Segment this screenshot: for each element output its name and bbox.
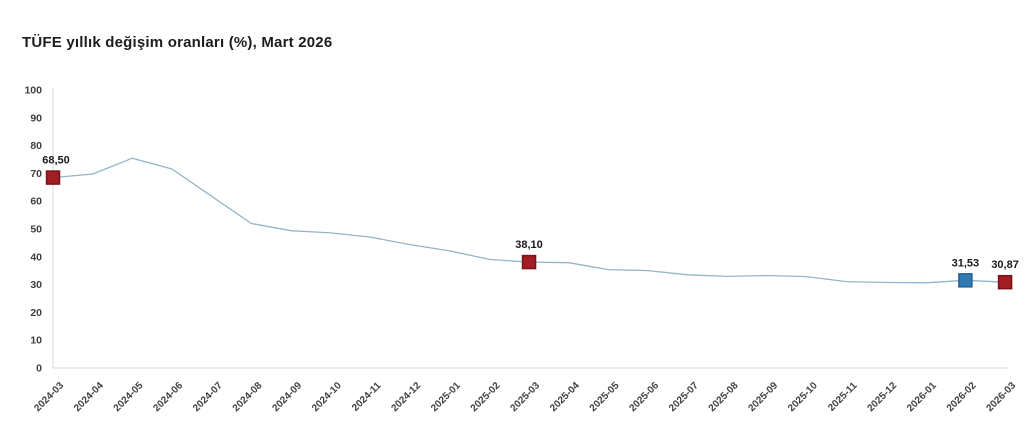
x-axis-tick-label: 2024-12 (389, 380, 423, 414)
data-marker-2026-02[interactable] (958, 273, 973, 288)
x-axis-tick-label: 2026-03 (984, 380, 1018, 414)
x-axis-tick-label: 2025-05 (588, 380, 622, 414)
data-point-label-2025-03: 38,10 (515, 239, 543, 251)
y-axis-tick-label: 80 (30, 140, 42, 152)
x-axis-tick-label: 2026-01 (905, 380, 939, 414)
data-marker-2025-03[interactable] (521, 254, 537, 270)
x-axis-tick-label: 2025-03 (508, 380, 542, 414)
data-marker-2026-03[interactable] (997, 274, 1013, 290)
x-axis-tick-label: 2025-01 (429, 380, 463, 414)
x-axis-tick-label: 2025-07 (667, 380, 701, 414)
x-axis-tick-label: 2024-06 (151, 380, 185, 414)
x-axis-tick-label: 2025-09 (746, 380, 780, 414)
x-axis-tick-label: 2025-12 (865, 380, 899, 414)
chart-title: TÜFE yıllık değişim oranları (%), Mart 2… (22, 34, 333, 51)
x-axis-tick-label: 2025-04 (548, 380, 582, 414)
x-axis-tick-label: 2024-11 (350, 380, 384, 414)
data-point-label-2026-02: 31,53 (952, 257, 980, 269)
data-marker-2024-03[interactable] (45, 170, 61, 185)
x-axis-tick-label: 2025-08 (707, 380, 741, 414)
y-axis-tick-label: 30 (30, 279, 42, 291)
y-axis-tick-label: 40 (30, 251, 42, 263)
x-axis-tick-label: 2025-11 (826, 380, 860, 414)
x-axis-tick-label: 2024-10 (310, 380, 344, 414)
data-point-label-2024-03: 68,50 (42, 155, 70, 167)
x-axis-tick-label: 2024-07 (191, 380, 225, 414)
x-axis-tick-label: 2025-06 (627, 380, 661, 414)
x-axis-tick-label: 2024-05 (112, 380, 146, 414)
y-axis-tick-label: 0 (36, 363, 42, 375)
y-axis-tick-label: 70 (30, 168, 42, 180)
x-axis-tick-label: 2024-08 (231, 380, 265, 414)
y-axis-tick-label: 10 (30, 335, 42, 347)
y-axis-tick-label: 90 (30, 112, 42, 124)
y-axis-tick-label: 20 (30, 307, 42, 319)
x-axis-tick-label: 2024-09 (270, 380, 304, 414)
x-axis-tick-label: 2024-04 (72, 380, 106, 414)
y-axis-tick-label: 100 (24, 85, 42, 97)
x-axis-tick-label: 2025-10 (786, 380, 820, 414)
y-axis-tick-label: 60 (30, 196, 42, 208)
x-axis-tick-label: 2025-02 (469, 380, 503, 414)
x-axis-tick-label: 2026-02 (945, 380, 979, 414)
y-axis-tick-label: 50 (30, 224, 42, 236)
x-axis-tick-label: 2024-03 (32, 380, 66, 414)
data-point-label-2026-03: 30,87 (991, 259, 1019, 271)
